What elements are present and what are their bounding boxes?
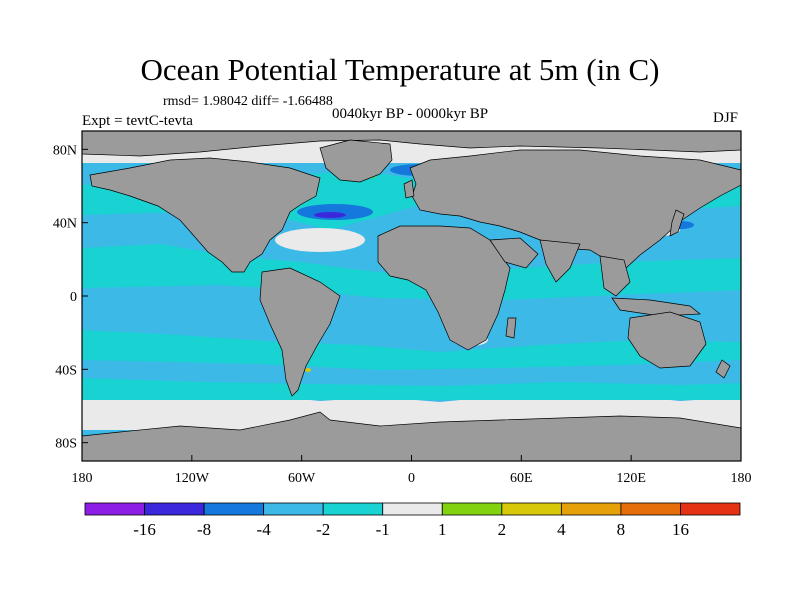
colorbar-label: -1 [376, 520, 390, 539]
x-tick-label: 180 [72, 471, 93, 486]
colorbar-swatch [680, 502, 741, 516]
colorbar-swatch [144, 502, 205, 516]
patagonia-warm-patch [305, 368, 311, 372]
experiment-label: Expt = tevtC-tevta [82, 113, 193, 129]
x-tick-label: 0 [408, 471, 415, 486]
north-atlantic-gyre-patch [275, 228, 365, 252]
madagascar-land [505, 317, 517, 339]
antarctica-land [82, 411, 741, 461]
y-tick-label: 0 [70, 290, 77, 305]
maritime-continent-land [611, 297, 701, 317]
new-zealand-land [715, 359, 731, 379]
period-label: 0040kyr BP - 0000kyr BP [331, 106, 489, 122]
colorbar-swatch [441, 502, 503, 516]
colorbar-label: 4 [557, 520, 566, 539]
colorbar-swatch [263, 502, 324, 516]
colorbar-label: -16 [133, 520, 156, 539]
colorbar-label: -2 [316, 520, 330, 539]
uk-land [403, 179, 415, 199]
stats-label: rmsd= 1.98042 diff= -1.66488 [163, 94, 333, 109]
greenland-land [319, 139, 393, 183]
colorbar-label: 1 [438, 520, 447, 539]
y-tick-label: 80S [55, 437, 77, 452]
x-tick-label: 120W [175, 471, 210, 486]
colorbar: -16 -8 -4 -2 -1 1 2 4 8 16 [84, 502, 741, 539]
arctic-land [82, 131, 741, 157]
africa-land [377, 225, 511, 351]
southern-cyan-band [82, 330, 741, 370]
map-title: Ocean Potential Temperature at 5m (in C) [140, 52, 660, 87]
colorbar-label: -8 [197, 520, 211, 539]
colorbar-swatch [322, 502, 384, 516]
x-axis-ticks: 180 120W 60W 0 60E 120E 180 [72, 455, 752, 486]
colorbar-label: -4 [257, 520, 272, 539]
x-tick-label: 120E [616, 471, 646, 486]
colorbar-swatch [203, 502, 265, 516]
x-tick-label: 60E [510, 471, 533, 486]
colorbar-label: 16 [672, 520, 689, 539]
y-tick-label: 80N [53, 143, 77, 158]
india-land [539, 239, 581, 283]
australia-land [627, 311, 707, 369]
north-america-land [89, 157, 321, 273]
land-masses [82, 131, 741, 461]
y-tick-label: 40S [55, 363, 77, 378]
colorbar-swatch [382, 502, 443, 516]
y-axis-ticks: 80N 40N 0 40S 80S [53, 143, 88, 452]
arabia-land [489, 237, 539, 269]
southeast-asia-land [599, 255, 631, 297]
map-field [82, 131, 741, 461]
south-america-land [259, 267, 341, 397]
season-label: DJF [712, 110, 738, 126]
colorbar-label: 8 [617, 520, 626, 539]
eurasia-land [409, 149, 741, 271]
colorbar-swatch [501, 502, 562, 516]
x-tick-label: 180 [731, 471, 752, 486]
japan-land [669, 209, 685, 237]
colorbar-swatch [84, 502, 145, 516]
colorbar-swatch [620, 502, 681, 516]
colorbar-swatch [560, 502, 622, 516]
subantarctic-cyan-band [82, 378, 741, 400]
colorbar-label: 2 [498, 520, 507, 539]
y-tick-label: 40N [53, 217, 77, 232]
north-atlantic-core-patch [314, 212, 346, 218]
x-tick-label: 60W [288, 471, 316, 486]
